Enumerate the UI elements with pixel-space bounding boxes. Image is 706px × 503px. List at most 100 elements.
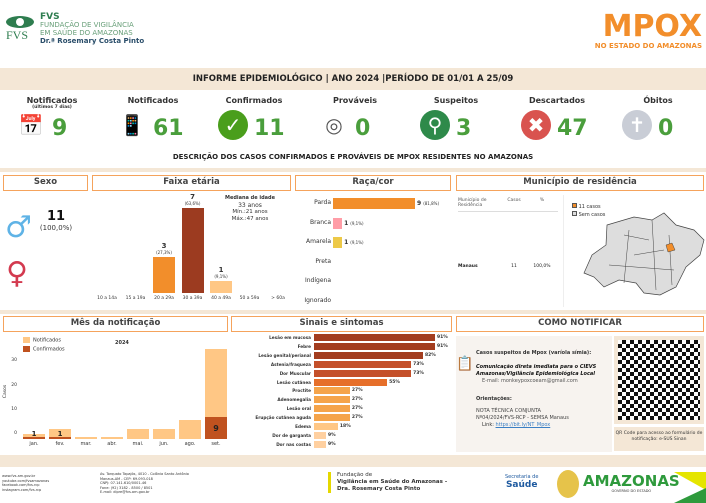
kpi-value: 47 bbox=[557, 116, 588, 141]
age-bar bbox=[210, 280, 232, 293]
symptom-pct-value: 27 bbox=[351, 388, 359, 394]
footer-web: www.fvs.am.gov.br youtube.com/fvsamazonas… bbox=[2, 474, 50, 492]
clipboard-icon: 📋 bbox=[456, 356, 474, 372]
age-tick-label: 10 a 14a bbox=[97, 296, 117, 301]
faixa-title: Faixa etária bbox=[92, 175, 291, 191]
symptom-pct: 27% bbox=[351, 397, 363, 403]
symptom-bar bbox=[314, 378, 388, 386]
symptom-label: Proctite bbox=[292, 388, 311, 394]
symptom-pct-value: 55 bbox=[389, 379, 396, 385]
footer-fvs: Fundação de Vigilância em Saúde do Amazon… bbox=[328, 472, 447, 493]
sinais-title: Sinais e sintomas bbox=[231, 316, 452, 332]
symptom-pct: 73% bbox=[413, 370, 424, 376]
age-bar-value: 1 bbox=[218, 265, 224, 274]
race-pct: (81,8%) bbox=[423, 201, 440, 206]
eye-icon bbox=[6, 16, 34, 28]
bar-notificados bbox=[49, 429, 71, 439]
bar-confirmados bbox=[23, 436, 45, 439]
age-bar-pct: (27,3%) bbox=[156, 249, 172, 255]
kpi-value: 0 bbox=[658, 116, 674, 141]
symptom-pct-value: 91 bbox=[437, 335, 444, 340]
symptom-pct: 91% bbox=[437, 343, 448, 349]
qr-code[interactable] bbox=[614, 336, 704, 424]
nota-link[interactable]: https://bit.ly/NT_Mpox bbox=[495, 422, 551, 428]
legend-swatch bbox=[23, 346, 30, 352]
tombstone-icon: ✝ bbox=[622, 110, 652, 140]
symptom-pct: 55% bbox=[389, 379, 400, 385]
divider bbox=[0, 310, 706, 314]
symptom-pct-value: 82 bbox=[425, 352, 432, 358]
x-tick: mar. bbox=[80, 441, 92, 447]
race-bar-value: 9 (81,8%) bbox=[417, 200, 439, 207]
footer-amazonas: AMAZONAS GOVERNO DO ESTADO bbox=[583, 472, 680, 494]
month-chart-year: 2024 bbox=[115, 340, 129, 346]
kpi-label: Óbitos bbox=[643, 96, 673, 105]
male-count: 11 bbox=[46, 209, 66, 224]
symptom-bar bbox=[314, 387, 350, 395]
table-row: Manaus 11 100,0% bbox=[458, 264, 551, 269]
symptom-label: Dor Muscular bbox=[279, 370, 311, 376]
y-tick: 30 bbox=[11, 358, 17, 364]
y-tick: 0 bbox=[14, 431, 17, 436]
sexo-title: Sexo bbox=[3, 175, 88, 191]
symptom-label: Adenomegalia bbox=[277, 397, 311, 403]
x-tick: fev. bbox=[55, 441, 65, 447]
kpi-confirmados: Confirmados ✓ 11 bbox=[206, 96, 302, 146]
legend-label: Notificados bbox=[33, 337, 61, 344]
bar-notificados bbox=[127, 429, 149, 439]
legend-item: Confirmados bbox=[23, 346, 65, 353]
footer-secretaria: Secretaria de Saúde bbox=[505, 474, 539, 490]
bar-confirmados-value: 1 bbox=[57, 430, 63, 438]
legend-item: Notificados bbox=[23, 337, 61, 344]
page-title: MPOX NO ESTADO DO AMAZONAS bbox=[594, 9, 702, 51]
race-label: Parda bbox=[314, 199, 331, 206]
month-chart: 2024 Casos Notificados Confirmados 0 10 20 30 1 j… bbox=[3, 334, 228, 452]
symptom-bar bbox=[314, 360, 412, 368]
symptom-label: Lesão genital/perianal bbox=[258, 352, 311, 358]
notify-info: 📋 Casos suspeitos de Mpox (varíola símia… bbox=[456, 336, 612, 452]
male-icon: ♂ bbox=[5, 210, 32, 245]
race-chart: Parda 9 (81,8%) Branca 1 (9,1%) Amarela 1 (9,1%)… bbox=[295, 192, 453, 307]
age-tick-label: > 60a bbox=[271, 296, 285, 301]
symptom-pct-value: 18 bbox=[339, 424, 347, 429]
age-bar-pct: (63,6%) bbox=[184, 201, 201, 206]
kpi-value: 61 bbox=[153, 116, 184, 141]
x-tick: mai. bbox=[132, 441, 144, 447]
bar-notificados bbox=[75, 436, 97, 439]
kpi-óbitos: Óbitos ✝ 0 bbox=[610, 96, 706, 146]
legend-swatch bbox=[23, 337, 30, 343]
symptom-pct: 9% bbox=[327, 441, 336, 447]
kpi-value: 3 bbox=[456, 116, 472, 141]
symptom-pct-value: 27 bbox=[351, 406, 359, 412]
race-bar-value: 1 (9,1%) bbox=[344, 239, 363, 246]
race-bar bbox=[333, 198, 415, 209]
email: E-mail: monkeypoxcoeam@gmail.com bbox=[482, 378, 578, 384]
symptom-label: Erupção cutânea aguda bbox=[255, 415, 311, 421]
symptom-pct-value: 27 bbox=[351, 415, 359, 421]
kpi-prováveis: Prováveis ◎ 0 bbox=[307, 96, 403, 146]
mes-title: Mês da notificação bbox=[3, 316, 228, 332]
kpi-descartados: Descartados ✖ 47 bbox=[509, 96, 605, 146]
race-value: 9 bbox=[417, 200, 422, 207]
age-tick-label: 20 a 29a bbox=[154, 296, 174, 301]
symptom-bar bbox=[314, 396, 350, 404]
magnifier-icon: ⚲ bbox=[420, 110, 450, 140]
divider bbox=[0, 168, 706, 172]
bar-notificados bbox=[205, 349, 227, 439]
symptom-pct: 9% bbox=[327, 432, 336, 438]
bar-notificados bbox=[179, 419, 201, 439]
race-value: 1 bbox=[344, 219, 349, 227]
race-pct: (9,1%) bbox=[350, 220, 364, 226]
kpi-label: Prováveis bbox=[332, 96, 378, 105]
symptom-label: Lesão cutânea bbox=[276, 379, 311, 385]
race-bar-value: 1 (9,1%) bbox=[344, 220, 363, 227]
bar-confirmados bbox=[49, 436, 71, 439]
phone-form-icon: 📱 bbox=[119, 113, 145, 137]
period-banner: INFORME EPIDEMIOLÓGICO | ANO 2024 |PERÍO… bbox=[0, 68, 706, 90]
age-tick-label: 15 a 19a bbox=[125, 296, 146, 301]
symptom-bar bbox=[314, 342, 435, 350]
amazonas-map: 11 casos Sem casos bbox=[563, 195, 705, 307]
x-icon: ✖ bbox=[521, 110, 551, 140]
race-label: Ignorado bbox=[304, 296, 331, 304]
symptom-label: Febre bbox=[297, 343, 311, 349]
